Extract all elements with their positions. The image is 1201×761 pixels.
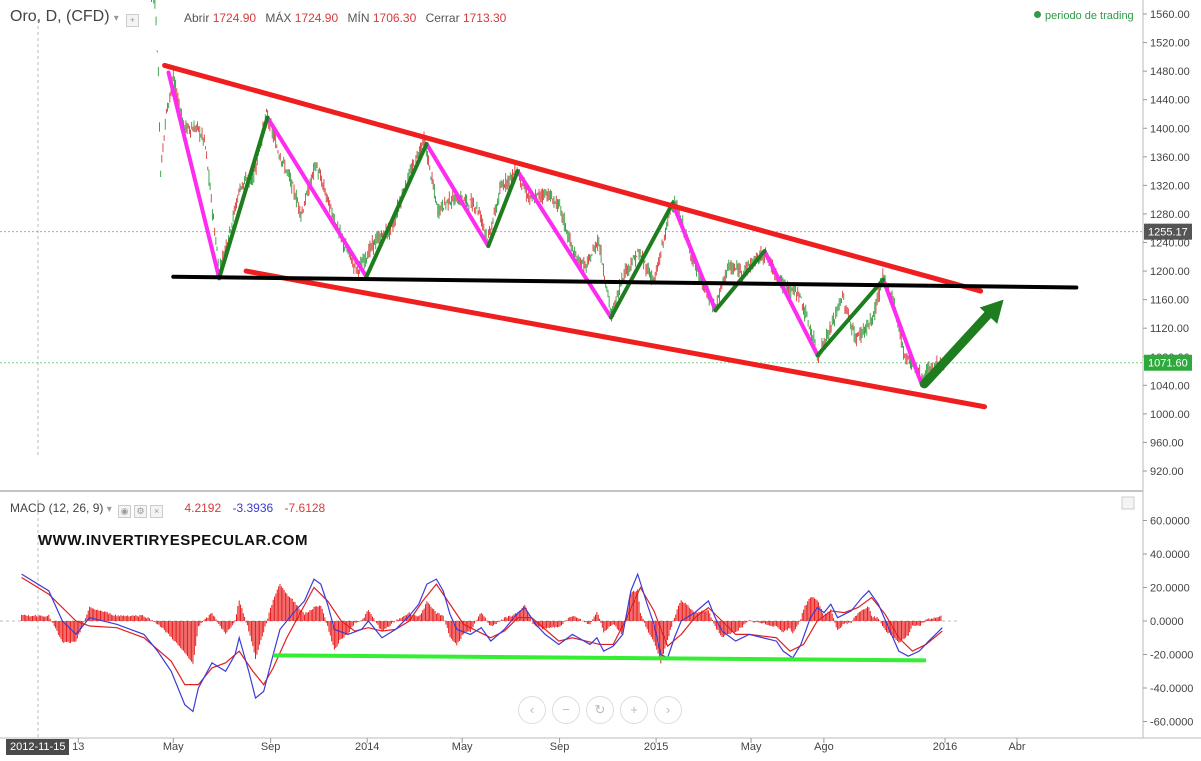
low-label: MÍN bbox=[347, 11, 370, 25]
macd-line bbox=[21, 572, 943, 713]
x-tick-label: May bbox=[741, 741, 762, 753]
zoom-in-button[interactable]: + bbox=[620, 696, 648, 724]
y-tick-label: 1160.00 bbox=[1150, 295, 1189, 307]
grid-lines bbox=[0, 20, 1143, 738]
macd-panel bbox=[0, 572, 960, 713]
open-label: Abrir bbox=[184, 11, 210, 25]
up-leg-line bbox=[486, 169, 520, 249]
high-label: MÁX bbox=[265, 11, 292, 25]
high-value: 1724.90 bbox=[294, 11, 339, 25]
chart-navigation: ‹ − ↻ + › bbox=[518, 696, 682, 724]
x-tick-label: 13 bbox=[72, 741, 84, 753]
close-label: Cerrar bbox=[425, 11, 460, 25]
y-tick-label: 1120.00 bbox=[1150, 323, 1189, 335]
macd-y-tick-label: -40.0000 bbox=[1150, 683, 1193, 695]
macd-y-tick-label: 60.0000 bbox=[1150, 516, 1190, 528]
x-tick-label: 2016 bbox=[933, 741, 957, 753]
macd-y-tick-label: 20.0000 bbox=[1150, 583, 1190, 595]
trend-annotations bbox=[162, 62, 1079, 410]
ohlc-readout: Abrir 1724.90 MÁX 1724.90 MÍN 1706.30 Ce… bbox=[184, 11, 512, 25]
macd-support-line bbox=[273, 653, 927, 663]
macd-header: MACD (12, 26, 9) ▾ ◉ ⚙ × 4.2192 -3.3936 -7… bbox=[10, 501, 325, 518]
macd-value-2: -3.3936 bbox=[232, 501, 274, 515]
y-tick-label: 1000.00 bbox=[1150, 409, 1190, 421]
y-tick-label: 1280.00 bbox=[1150, 209, 1190, 221]
x-tick-label: Sep bbox=[261, 741, 281, 753]
reset-button[interactable]: ↻ bbox=[586, 696, 614, 724]
chevron-down-icon[interactable]: ▾ bbox=[113, 13, 119, 24]
y-tick-label: 1200.00 bbox=[1150, 266, 1190, 278]
macd-value-1: 4.2192 bbox=[184, 501, 222, 515]
x-tick-label: Abr bbox=[1008, 741, 1025, 753]
y-tick-label: 1560.00 bbox=[1150, 9, 1190, 21]
macd-y-tick-label: -60.0000 bbox=[1150, 717, 1193, 729]
macd-y-tick-label: 0.0000 bbox=[1150, 616, 1184, 628]
settings-icon[interactable]: ⚙ bbox=[134, 505, 148, 518]
macd-signal-line bbox=[21, 576, 943, 686]
close-icon[interactable]: × bbox=[150, 505, 164, 518]
chevron-down-icon[interactable]: ▾ bbox=[106, 504, 112, 515]
maximize-pane-button bbox=[1121, 496, 1135, 510]
up-leg-line bbox=[608, 201, 675, 320]
down-leg-line bbox=[166, 70, 222, 281]
y-tick-label: 1240.00 bbox=[1150, 238, 1190, 250]
low-value: 1706.30 bbox=[372, 11, 417, 25]
y-tick-label: 1320.00 bbox=[1150, 180, 1190, 192]
x-tick-label: Sep bbox=[550, 741, 570, 753]
resistance-trendline bbox=[162, 62, 984, 294]
up-leg-line bbox=[815, 277, 886, 358]
y-tick-label: 1040.00 bbox=[1150, 380, 1190, 392]
down-leg-line bbox=[424, 141, 491, 249]
close-value: 1713.30 bbox=[462, 11, 507, 25]
y-tick-label: 1480.00 bbox=[1150, 66, 1190, 78]
price-label-box bbox=[1144, 354, 1192, 371]
dot-icon bbox=[1034, 11, 1041, 18]
price-label-text: 1071.60 bbox=[1148, 358, 1188, 370]
zoom-out-button[interactable]: − bbox=[552, 696, 580, 724]
y-tick-label: 1400.00 bbox=[1150, 123, 1190, 135]
axes: 13 May Sep 2014 May Sep 2015 May Ago 2016 Abr 1560.… bbox=[72, 9, 1193, 753]
y-tick-label: 1360.00 bbox=[1150, 152, 1190, 164]
trading-period-label: periodo de trading bbox=[1045, 10, 1134, 22]
symbol-title[interactable]: Oro, D, (CFD) ▾ + bbox=[10, 8, 139, 27]
x-tick-label: May bbox=[163, 741, 184, 753]
eye-icon[interactable]: ◉ bbox=[118, 505, 132, 518]
support-horizontal-line bbox=[171, 274, 1079, 290]
down-leg-line bbox=[265, 115, 369, 279]
macd-y-tick-label: 40.0000 bbox=[1150, 549, 1190, 561]
macd-y-tick-label: -20.0000 bbox=[1150, 650, 1193, 662]
y-tick-label: 920.00 bbox=[1150, 466, 1184, 478]
down-leg-line bbox=[515, 169, 613, 320]
x-tick-label: 2014 bbox=[355, 741, 379, 753]
up-leg-line bbox=[217, 115, 270, 281]
up-leg-line bbox=[713, 249, 767, 313]
lower-channel-trendline bbox=[243, 268, 988, 410]
scroll-left-button[interactable]: ‹ bbox=[518, 696, 546, 724]
up-leg-line bbox=[364, 141, 429, 279]
symbol-label: Oro, D, (CFD) bbox=[10, 8, 110, 25]
price-label-text: 1255.17 bbox=[1148, 227, 1188, 239]
scroll-right-button[interactable]: › bbox=[654, 696, 682, 724]
plus-icon[interactable]: + bbox=[125, 14, 139, 27]
chart-frame bbox=[0, 0, 1201, 739]
y-tick-label: 960.00 bbox=[1150, 437, 1184, 449]
watermark-text: WWW.INVERTIRYESPECULAR.COM bbox=[38, 532, 308, 549]
y-tick-label: 1520.00 bbox=[1150, 38, 1190, 50]
trading-period-legend[interactable]: periodo de trading bbox=[1034, 10, 1134, 22]
price-label-box bbox=[1144, 223, 1192, 240]
x-tick-label: 2015 bbox=[644, 741, 668, 753]
macd-title[interactable]: MACD (12, 26, 9) bbox=[10, 501, 104, 515]
down-leg-line bbox=[670, 201, 718, 313]
macd-value-3: -7.6128 bbox=[284, 501, 326, 515]
open-value: 1724.90 bbox=[212, 11, 257, 25]
y-tick-label: 1440.00 bbox=[1150, 95, 1190, 107]
cursor-date-label: 2012-11-15 bbox=[6, 739, 70, 755]
x-tick-label: May bbox=[452, 741, 473, 753]
down-leg-line bbox=[881, 277, 925, 388]
down-leg-line bbox=[762, 249, 820, 358]
projection-arrow-head bbox=[979, 299, 1004, 324]
x-tick-label: Ago bbox=[814, 741, 834, 753]
projection-arrow-shaft bbox=[919, 304, 999, 389]
